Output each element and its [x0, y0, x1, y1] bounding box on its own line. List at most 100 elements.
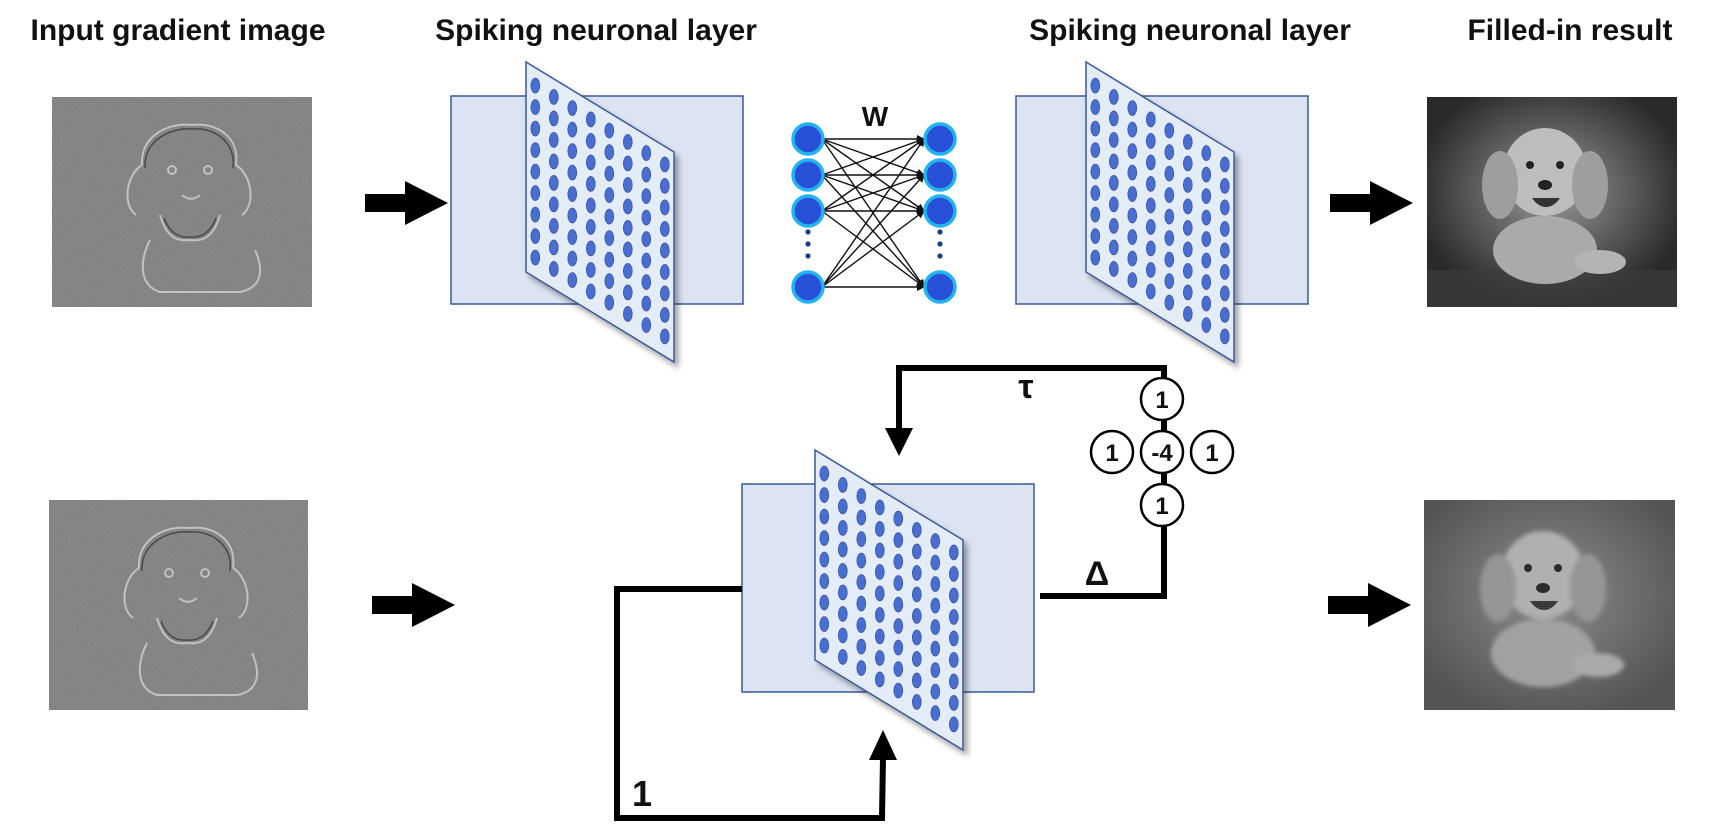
neuron-dot [567, 250, 578, 267]
neuron-dot [1127, 164, 1138, 181]
neuron-dot [1146, 240, 1156, 257]
neuron-dot [1109, 239, 1119, 256]
neuron-dot [874, 650, 885, 666]
kernel-left-circle [1089, 429, 1135, 475]
neuron-dot [893, 575, 904, 591]
neuron-dot [1164, 144, 1175, 160]
neuron-dot [1090, 228, 1101, 244]
neuron-dot [548, 175, 559, 191]
neuron-dot [1220, 221, 1230, 237]
input-node [791, 194, 825, 228]
neuron-dot [819, 594, 830, 611]
neuron-dot [1146, 283, 1156, 300]
delta-label: Δ [1085, 555, 1109, 593]
header-spiking-layer-right: Spiking neuronal layer [1029, 14, 1351, 47]
neuron-dot [622, 177, 633, 193]
neuron-dot [1201, 188, 1212, 204]
neuron-dot [1164, 294, 1175, 311]
neuron-dot [1090, 77, 1101, 94]
fully-connected-network [791, 122, 957, 304]
neuron-dot [604, 187, 615, 203]
neuron-dot [893, 553, 904, 570]
neuron-dot [604, 230, 615, 246]
neuron-dot [819, 573, 830, 589]
neuron-dot [1146, 111, 1156, 128]
neuron-dot [530, 163, 541, 180]
neuron-dot [948, 544, 959, 561]
neuron-dot [1201, 252, 1212, 269]
self-feedback-line [614, 586, 886, 821]
spiking-layer-bottom [741, 448, 1035, 752]
neuron-dot [1183, 134, 1193, 150]
neuron-dot [1090, 99, 1101, 115]
neuron-dot [567, 100, 578, 116]
neuron-dot [1164, 230, 1175, 246]
neuron-dot [930, 554, 941, 571]
tau-feedback-arrowhead [885, 428, 913, 456]
neuron-dot [641, 145, 652, 161]
filled-in-result-image-top [1427, 97, 1677, 307]
neuron-dot [622, 134, 633, 150]
neuron-dot [948, 630, 959, 647]
neuron-sheet-surface [814, 448, 964, 752]
neuron-dot [874, 564, 885, 580]
neuron-dot [874, 585, 885, 602]
neuron-dot [530, 99, 541, 115]
neuron-dot [548, 110, 559, 127]
neuron-dot [1201, 145, 1212, 161]
neuron-dot [622, 241, 633, 258]
neuron-dot [1201, 209, 1212, 226]
neuron-dot [837, 498, 848, 515]
neuron-dot [819, 487, 830, 503]
neuron-dot [530, 249, 541, 266]
neuron-dot [622, 306, 633, 322]
neuron-dot [1090, 163, 1101, 180]
neuron-dot [930, 576, 941, 592]
neuron-dot [819, 551, 830, 568]
weights-label: W [862, 101, 889, 132]
neuron-dot [948, 609, 959, 625]
neuron-dot [856, 574, 867, 590]
neuron-dot [911, 522, 922, 538]
neuron-dot [585, 219, 596, 235]
neuron-dot [819, 530, 830, 546]
ellipsis-dot [805, 241, 811, 247]
arrow-layer-to-result-top [1330, 181, 1413, 225]
weight-connection [821, 137, 925, 176]
neuron-dot [911, 629, 922, 646]
weight-connection [821, 174, 925, 288]
input-gradient-image-bottom [49, 500, 308, 710]
output-node [923, 270, 957, 304]
header-input-gradient-image: Input gradient image [30, 14, 326, 47]
neuron-dot [659, 307, 670, 323]
neuron-dot [1220, 264, 1230, 280]
neuron-dot [893, 661, 904, 677]
neuron-dot [530, 120, 541, 137]
neuron-dot [1183, 306, 1193, 322]
neuron-dot [641, 252, 652, 269]
neuron-dot [1127, 250, 1138, 267]
neuron-dot [948, 566, 959, 582]
neuron-dot [1201, 274, 1212, 290]
neuron-dot [604, 165, 615, 182]
neuron-dot [837, 606, 848, 622]
neuron-dot [604, 294, 615, 311]
neuron-dot [1183, 284, 1193, 301]
ellipsis-dot [937, 253, 943, 259]
neuron-dot [1109, 110, 1119, 127]
neuron-dot [622, 263, 633, 279]
neuron-dot [641, 295, 652, 312]
tau-label: τ [1018, 368, 1033, 406]
output-node [923, 122, 957, 156]
neuron-dot [1146, 154, 1156, 171]
neuron-dot [548, 132, 559, 148]
neuron-sheet-bottom [814, 448, 964, 752]
kernel-top-value: 1 [1155, 387, 1168, 414]
neuron-dot [585, 154, 596, 171]
neuron-dot [567, 143, 578, 159]
neuron-dot [604, 122, 615, 139]
kernel-center-circle [1139, 429, 1185, 475]
neuron-dot [567, 186, 578, 202]
